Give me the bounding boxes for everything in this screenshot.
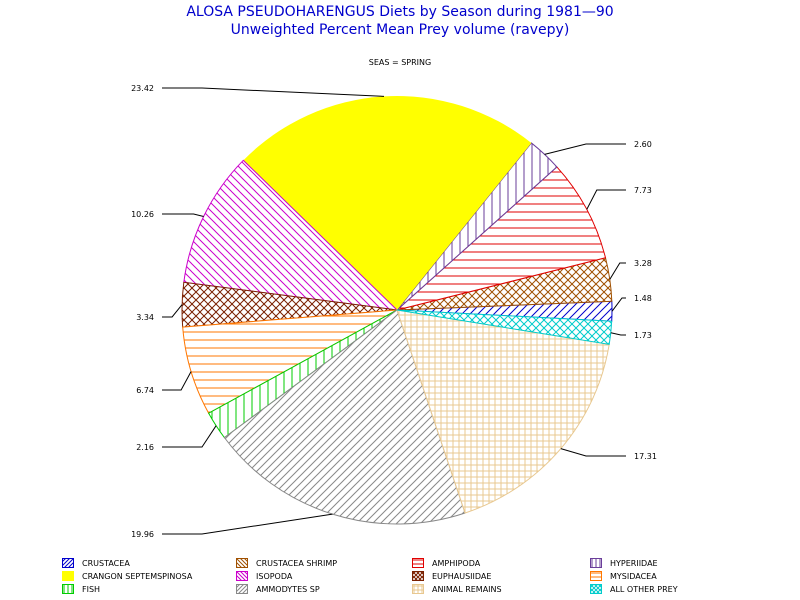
leader-line bbox=[162, 87, 385, 97]
leader-line bbox=[609, 262, 626, 280]
legend-label: CRUSTACEA bbox=[82, 559, 130, 568]
slice-value-label: 2.16 bbox=[136, 443, 154, 452]
slice-value-label: 2.60 bbox=[634, 140, 652, 149]
slice-value-label: 3.28 bbox=[634, 259, 652, 268]
slice-value-label: 1.48 bbox=[634, 294, 652, 303]
legend-label: ANIMAL REMAINS bbox=[432, 585, 502, 594]
legend-label: HYPERIIDAE bbox=[610, 559, 658, 568]
legend-swatch bbox=[62, 571, 74, 581]
pie-slice-isopoda bbox=[183, 159, 399, 311]
legend-swatch bbox=[62, 584, 74, 594]
chart-subtitle: Unweighted Percent Mean Prey volume (rav… bbox=[230, 22, 570, 38]
legend-swatch bbox=[236, 584, 248, 594]
slice-value-label: 7.73 bbox=[634, 186, 652, 195]
legend-swatch bbox=[62, 558, 74, 568]
pie-slice-ammodytes-sp bbox=[223, 309, 466, 525]
legend-swatch bbox=[590, 558, 602, 568]
slice-value-label: 17.31 bbox=[634, 452, 657, 461]
leader-line bbox=[162, 371, 192, 391]
chart-title: ALOSA PSEUDOHARENGUS Diets by Season dur… bbox=[186, 4, 614, 20]
leader-line bbox=[544, 143, 626, 155]
legend-label: MYSIDACEA bbox=[610, 572, 657, 581]
legend-swatch bbox=[412, 558, 424, 568]
legend-swatch bbox=[590, 571, 602, 581]
legend-label: FISH bbox=[82, 585, 101, 594]
slice-value-label: 6.74 bbox=[136, 386, 154, 395]
pie-slice-animal-remains bbox=[396, 309, 610, 514]
leader-line bbox=[162, 425, 217, 448]
leader-line bbox=[162, 213, 204, 217]
leader-line bbox=[560, 448, 626, 457]
leader-line bbox=[162, 304, 183, 318]
legend-label: ISOPODA bbox=[256, 572, 293, 581]
panel-label: SEAS = SPRING bbox=[368, 58, 432, 67]
slice-value-label: 19.96 bbox=[131, 530, 154, 539]
leader-line bbox=[586, 189, 626, 210]
slice-value-label: 23.42 bbox=[131, 84, 154, 93]
slice-value-label: 10.26 bbox=[131, 210, 154, 219]
legend-label: AMPHIPODA bbox=[432, 559, 481, 568]
leader-line bbox=[162, 513, 333, 535]
legend-label: EUPHAUSIIDAE bbox=[432, 572, 492, 581]
slice-value-label: 1.73 bbox=[634, 331, 652, 340]
leader-line bbox=[611, 297, 626, 312]
legend-swatch bbox=[590, 584, 602, 594]
legend-label: ALL OTHER PREY bbox=[610, 585, 678, 594]
pie-slice-crangon-septemspinosa bbox=[243, 95, 532, 310]
leader-line bbox=[610, 332, 626, 336]
legend-swatch bbox=[236, 558, 248, 568]
pie-slice-amphipoda bbox=[396, 166, 607, 311]
slice-value-label: 3.34 bbox=[136, 313, 154, 322]
legend-label: CRUSTACEA SHRIMP bbox=[256, 559, 338, 568]
legend-label: AMMODYTES SP bbox=[256, 585, 320, 594]
legend-swatch bbox=[412, 571, 424, 581]
legend-swatch bbox=[236, 571, 248, 581]
legend-swatch bbox=[412, 584, 424, 594]
pie-slice-all-other-prey bbox=[396, 309, 613, 345]
legend-label: CRANGON SEPTEMSPINOSA bbox=[82, 572, 193, 581]
